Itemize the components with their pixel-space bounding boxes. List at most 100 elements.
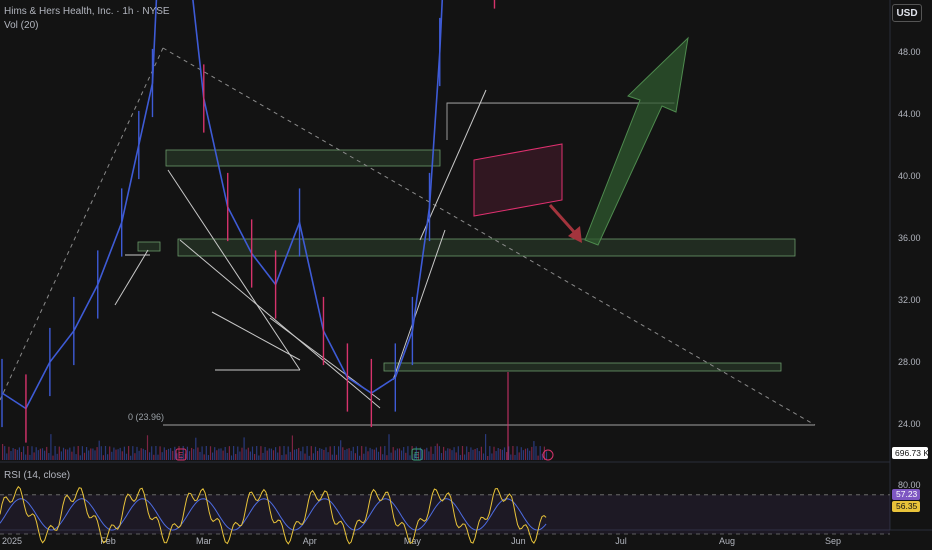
- volume-bar: [10, 451, 12, 460]
- volume-bar: [67, 449, 69, 460]
- volume-bar: [474, 449, 476, 460]
- volume-bar: [331, 454, 333, 460]
- volume-bar: [436, 443, 438, 460]
- volume-bar: [342, 447, 344, 460]
- volume-bar: [390, 452, 392, 460]
- volume-bar: [258, 455, 260, 460]
- volume-bar: [432, 453, 434, 460]
- volume-bar: [195, 437, 197, 460]
- volume-bar: [186, 446, 188, 460]
- volume-bar: [12, 448, 14, 460]
- volume-bar: [96, 447, 98, 460]
- volume-bar: [205, 446, 207, 460]
- volume-bar: [161, 452, 163, 460]
- volume-bar: [466, 446, 468, 460]
- volume-bar: [283, 446, 285, 460]
- volume-bar: [306, 446, 308, 460]
- volume-bar: [352, 446, 354, 460]
- time-axis-tick-label: Aug: [719, 536, 735, 546]
- volume-bar: [403, 447, 405, 460]
- volume-bar: [184, 453, 186, 460]
- volume-bar: [176, 453, 178, 460]
- volume-bar: [50, 434, 52, 460]
- volume-bar: [123, 446, 125, 460]
- bullish-projection-arrow: [584, 36, 689, 246]
- volume-bar: [497, 448, 499, 460]
- volume-bar: [298, 447, 300, 460]
- volume-bar: [153, 454, 155, 460]
- volume-bar: [296, 449, 298, 460]
- trendline: [167, 169, 301, 371]
- volume-bar: [413, 454, 415, 460]
- volume-bar: [289, 451, 291, 460]
- volume-bar: [44, 450, 46, 460]
- volume-bar: [8, 446, 10, 460]
- volume-bar: [182, 446, 184, 460]
- volume-bar: [325, 447, 327, 460]
- volume-bar: [79, 455, 81, 460]
- volume-bar: [155, 446, 157, 460]
- volume-bar: [329, 446, 331, 460]
- volume-bar: [86, 447, 88, 460]
- volume-bar: [279, 446, 281, 460]
- volume-bar: [371, 449, 373, 460]
- volume-bar: [241, 447, 243, 460]
- price-axis-tick-label: 28.00: [898, 357, 921, 367]
- volume-bar: [516, 446, 518, 460]
- volume-bar: [485, 434, 487, 460]
- volume-bar: [73, 446, 75, 460]
- volume-bar: [449, 448, 451, 460]
- volume-bar: [23, 446, 25, 460]
- volume-bar: [256, 446, 258, 460]
- time-axis-tick-label: Apr: [303, 536, 317, 546]
- volume-bar: [308, 455, 310, 460]
- volume-bar: [537, 455, 539, 460]
- time-axis-tick-label: 2025: [2, 536, 22, 546]
- volume-bar: [287, 446, 289, 460]
- volume-bar: [344, 450, 346, 460]
- volume-bar: [121, 451, 123, 460]
- volume-bar: [209, 446, 212, 460]
- volume-bar: [69, 447, 71, 460]
- volume-bar: [243, 437, 245, 460]
- volume-bar: [159, 446, 161, 460]
- volume-bar: [363, 453, 365, 460]
- volume-bar: [447, 448, 449, 460]
- volume-bar: [128, 446, 130, 460]
- volume-bar: [426, 447, 428, 460]
- volume-bar: [415, 446, 417, 460]
- volume-bar: [348, 448, 350, 460]
- volume-bar: [31, 446, 33, 460]
- volume-bar: [268, 448, 270, 460]
- volume-bar: [264, 446, 266, 460]
- currency-button[interactable]: USD: [892, 4, 922, 22]
- volume-bar: [262, 452, 264, 460]
- volume-bar: [81, 446, 83, 460]
- volume-bar: [409, 455, 411, 460]
- volume-bar: [533, 441, 535, 460]
- volume-bar: [428, 451, 430, 460]
- volume-bar: [207, 455, 209, 460]
- rsi-signal-label: 56.35: [896, 501, 918, 511]
- volume-bar: [94, 450, 96, 460]
- volume-bar: [165, 449, 167, 460]
- volume-bar: [375, 447, 377, 460]
- volume-bar: [323, 449, 325, 460]
- rsi-value-badge: [892, 489, 920, 500]
- volume-bar: [512, 446, 514, 460]
- volume-bar: [361, 446, 363, 460]
- volume-bar: [529, 450, 531, 460]
- volume-bar: [98, 440, 100, 460]
- volume-bar: [249, 451, 251, 460]
- volume-bar: [197, 447, 199, 460]
- time-axis-tick-label: Feb: [100, 536, 116, 546]
- volume-bar: [4, 446, 6, 460]
- dashed-trendline-down: [162, 47, 816, 426]
- volume-bar: [445, 450, 447, 460]
- volume-bar: [434, 446, 436, 460]
- volume-bar: [380, 446, 382, 460]
- volume-bar: [224, 446, 226, 460]
- volume-bar: [539, 446, 541, 460]
- volume-bar: [443, 446, 445, 460]
